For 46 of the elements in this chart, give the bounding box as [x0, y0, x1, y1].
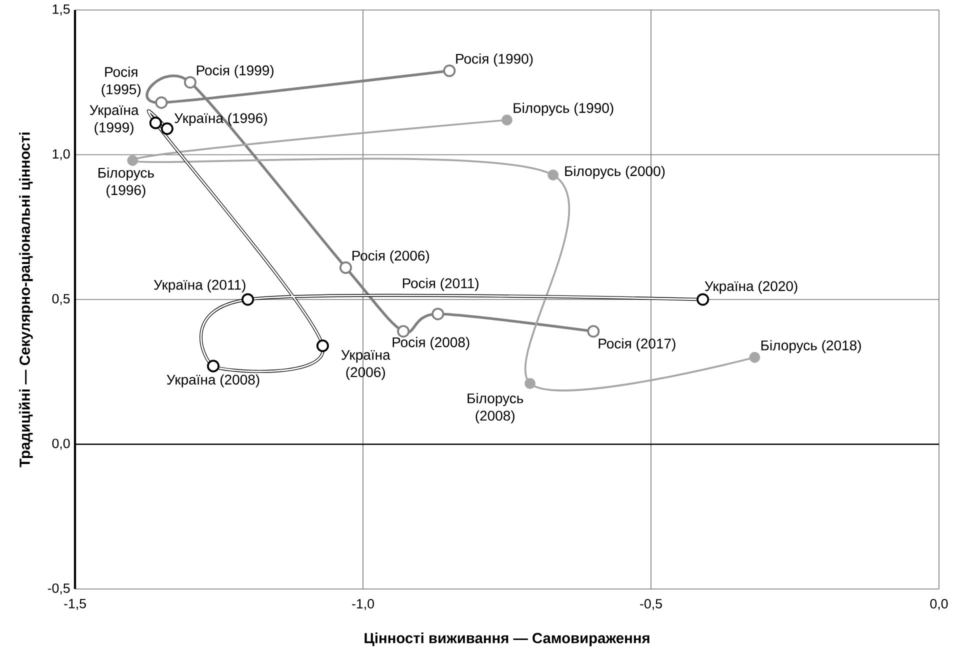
point [160, 122, 174, 135]
point [127, 155, 138, 166]
annotation: Україна (1996) [174, 112, 267, 126]
point [524, 378, 536, 389]
annotation: Україна (1999) [90, 105, 139, 136]
point [443, 64, 456, 78]
annotation: Росія (2017) [598, 338, 676, 352]
point [184, 76, 196, 89]
annotation: Україна (2006) [341, 350, 390, 380]
point [696, 293, 710, 306]
point [149, 116, 162, 130]
x-tick-label: 0,0 [930, 599, 948, 610]
annotation: Україна (2008) [166, 374, 260, 388]
point [587, 325, 600, 338]
x-tick-label: -0,5 [640, 599, 662, 610]
annotation: Росія (2006) [352, 250, 429, 264]
point [339, 261, 352, 274]
x-axis-title: Цінності виживання — Самовираження [364, 632, 650, 646]
annotation: Росія (2011) [402, 278, 478, 292]
annotation: Україна (2020) [704, 280, 798, 294]
annotation: Росія (1995) [102, 66, 140, 98]
point [548, 170, 558, 180]
annotation: Росія (2008) [392, 336, 470, 350]
annotation: Білорусь (1990) [514, 102, 614, 116]
point [316, 340, 329, 352]
point [155, 96, 168, 109]
point [432, 308, 444, 320]
point [502, 114, 512, 126]
annotation: Білорусь (2000) [565, 166, 665, 179]
annotation: Білорусь (2018) [761, 340, 861, 354]
annotation: Росія (1999) [196, 65, 274, 78]
annotation: Білорусь (1996) [98, 167, 154, 198]
y-tick-label: -0,5 [48, 583, 70, 594]
point [749, 352, 760, 363]
point [242, 293, 254, 306]
annotation: Росія (1990) [456, 53, 533, 67]
x-tick-label: -1,0 [352, 599, 374, 610]
annotation: Україна (2011) [154, 280, 246, 293]
annotation: Білорусь (2008) [468, 393, 524, 424]
point [206, 360, 220, 372]
y-tick-label: 0,0 [52, 438, 70, 450]
y-tick-label: 0,5 [52, 294, 70, 306]
x-tick-label: -1,5 [64, 599, 86, 610]
y-tick-label: 1,0 [52, 149, 70, 160]
y-axis-title: Традиційні — Секулярно-раціональні цінності [18, 132, 33, 468]
y-tick-label: 1,5 [52, 4, 70, 16]
